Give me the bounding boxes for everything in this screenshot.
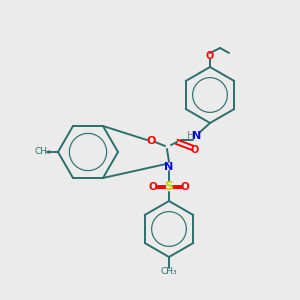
Text: O: O bbox=[146, 136, 156, 146]
Text: N: N bbox=[164, 162, 174, 172]
Text: O: O bbox=[181, 182, 189, 192]
Text: N: N bbox=[192, 131, 202, 141]
Text: H: H bbox=[187, 131, 195, 141]
Text: S: S bbox=[164, 181, 173, 194]
Text: O: O bbox=[191, 145, 199, 155]
Text: O: O bbox=[148, 182, 158, 192]
Text: O: O bbox=[206, 51, 214, 61]
Text: CH₃: CH₃ bbox=[161, 268, 177, 277]
Text: CH₃: CH₃ bbox=[35, 148, 51, 157]
